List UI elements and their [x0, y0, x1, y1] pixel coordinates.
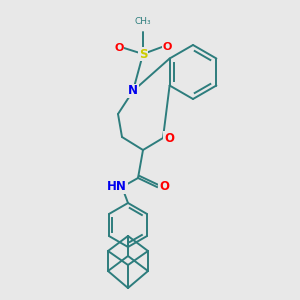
Text: O: O [159, 181, 169, 194]
Text: HN: HN [107, 181, 127, 194]
Text: O: O [162, 42, 172, 52]
Text: O: O [114, 43, 124, 53]
Text: CH₃: CH₃ [135, 17, 151, 26]
Text: O: O [164, 131, 174, 145]
Text: N: N [128, 85, 138, 98]
Text: S: S [139, 47, 147, 61]
